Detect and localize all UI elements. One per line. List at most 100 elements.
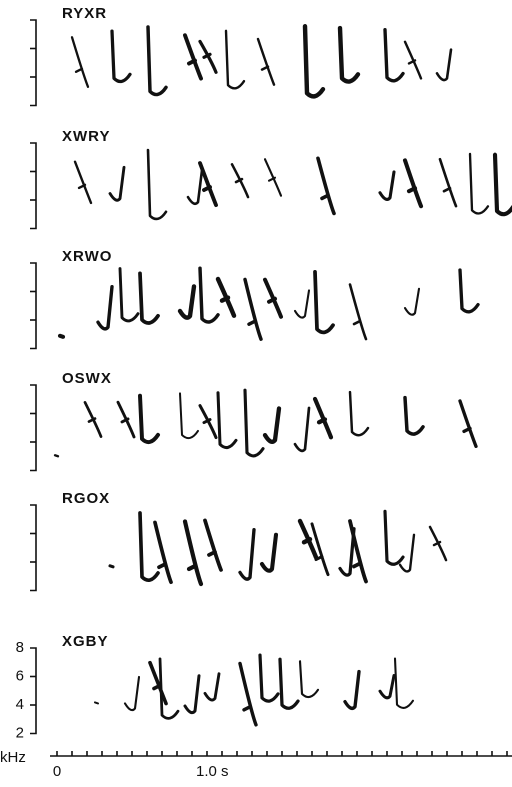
syllable <box>186 168 204 206</box>
syllable <box>312 396 334 440</box>
syllable <box>278 657 300 710</box>
y-unit: kHz <box>0 749 26 766</box>
syllable <box>183 674 201 715</box>
axes: RYXR XWRY XRWO OSWX RGOX XGBY 8 6 4 2 kHz 0 1.0 s <box>0 5 512 780</box>
panel-label: XRWO <box>62 248 112 265</box>
y-axis <box>30 142 37 230</box>
syllable <box>138 271 160 325</box>
syllable <box>348 390 370 437</box>
syllable <box>238 661 258 727</box>
syllable <box>256 37 276 86</box>
syllable <box>393 657 415 709</box>
syllable <box>178 392 200 440</box>
syllable <box>148 660 168 706</box>
syllable <box>378 170 396 201</box>
syllable <box>383 28 405 83</box>
syllable <box>238 528 256 581</box>
syllable <box>73 160 93 205</box>
syllable <box>108 564 115 569</box>
syllable <box>297 518 319 560</box>
syllable <box>138 511 160 582</box>
panel-label: RYXR <box>62 5 107 22</box>
syllable <box>182 519 204 587</box>
syllable <box>310 522 330 577</box>
syllable <box>262 406 282 444</box>
syllable <box>263 158 283 197</box>
y-axis <box>30 504 37 592</box>
syllable <box>138 393 160 445</box>
syllable <box>403 287 421 316</box>
syllable <box>348 283 368 341</box>
syllable <box>492 152 512 217</box>
y-tick-label: 6 <box>16 667 24 684</box>
syllable <box>96 284 114 331</box>
syllable <box>57 333 66 339</box>
y-tick-label: 4 <box>16 696 24 713</box>
y-tick-label: 8 <box>16 639 24 656</box>
syllable <box>116 400 136 439</box>
syllable <box>258 653 280 703</box>
syllable <box>398 533 416 573</box>
x-tick-label: 1.0 s <box>196 763 229 780</box>
panel-label: OSWX <box>62 370 112 387</box>
syllable <box>215 276 237 318</box>
syllable <box>337 25 361 84</box>
syllable <box>293 289 311 319</box>
syllable <box>198 404 218 440</box>
syllable <box>343 669 361 711</box>
syllable <box>203 518 223 572</box>
y-axis <box>30 384 37 472</box>
syllable <box>216 391 238 450</box>
syllable <box>313 269 335 335</box>
sonograms <box>53 24 512 727</box>
syllable <box>146 25 168 97</box>
panel-label: XWRY <box>62 128 110 145</box>
syllable <box>402 158 424 209</box>
syllable <box>458 399 478 448</box>
syllable <box>293 406 311 453</box>
syllable <box>259 532 279 573</box>
syllable <box>468 152 490 215</box>
syllable <box>316 156 336 216</box>
syllable <box>158 657 180 720</box>
syllable <box>298 660 320 699</box>
syllable <box>428 525 448 562</box>
panel-label: RGOX <box>62 490 110 507</box>
syllable <box>243 277 263 341</box>
y-axis <box>30 262 37 350</box>
syllable <box>198 266 220 324</box>
syllable <box>243 388 265 458</box>
syllable <box>302 24 326 99</box>
syllable <box>403 395 425 436</box>
syllable <box>198 161 218 208</box>
syllable <box>53 454 60 458</box>
syllable <box>438 157 458 208</box>
y-axis <box>30 19 37 107</box>
y-axis <box>30 647 37 735</box>
syllable <box>435 48 453 82</box>
syllable <box>263 277 283 319</box>
syllable <box>338 527 356 577</box>
syllable <box>118 267 140 323</box>
syllable <box>110 29 132 84</box>
syllable <box>198 39 218 74</box>
x-tick-label: 0 <box>53 763 61 780</box>
syllable <box>146 148 168 221</box>
syllable <box>153 520 173 585</box>
syllable <box>177 284 197 320</box>
syllable <box>383 509 405 566</box>
y-tick-label: 2 <box>16 724 24 741</box>
syllable <box>203 672 221 702</box>
syllable <box>93 701 100 705</box>
syllable <box>348 519 368 584</box>
syllable <box>183 33 203 81</box>
syllable <box>403 40 423 80</box>
syllable <box>83 401 103 438</box>
syllable <box>70 36 90 88</box>
syllable <box>230 163 250 199</box>
syllable <box>378 673 396 700</box>
syllable <box>108 165 126 202</box>
panel-label: XGBY <box>62 633 109 650</box>
syllable <box>224 29 246 90</box>
